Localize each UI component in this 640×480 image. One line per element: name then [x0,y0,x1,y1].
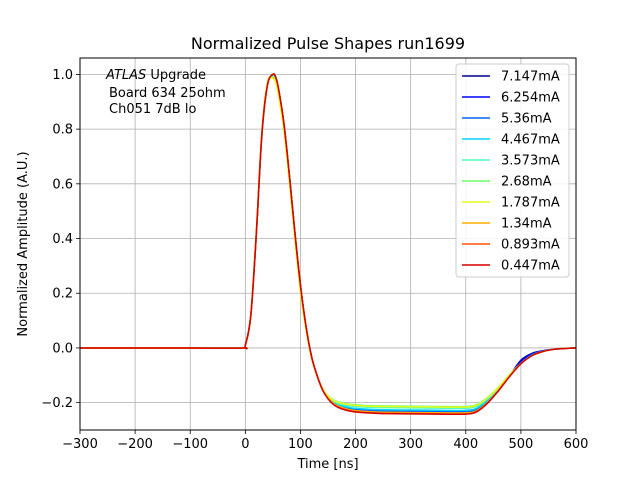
legend-label: 6.254mA [501,91,560,106]
y-tick-label: 0.2 [52,287,73,302]
legend-label: 7.147mA [501,70,560,85]
x-tick-label: −300 [62,437,98,452]
x-tick-label: 400 [453,437,478,452]
series-line-0.447mA [80,73,576,416]
annotation-atlas: ATLAS [105,68,146,83]
y-tick-label: 1.0 [52,68,73,83]
y-axis-ticks: −0.2 0.0 0.2 0.4 0.6 0.8 1.0 [41,68,80,411]
legend-label: 1.787mA [501,196,560,211]
y-tick-label: −0.2 [41,396,73,411]
x-tick-label: 200 [343,437,368,452]
legend-label: 4.467mA [501,133,560,148]
y-tick-label: 0.0 [52,341,73,356]
y-axis-label: Normalized Amplitude (A.U.) [16,151,31,336]
y-tick-label: 0.8 [52,123,73,138]
x-axis-label: Time [ns] [296,457,358,472]
chart-title: Normalized Pulse Shapes run1699 [191,34,465,53]
annotation: ATLAS Upgrade Board 634 25ohm Ch051 7dB … [105,68,226,117]
x-tick-label: 600 [564,437,589,452]
legend-label: 2.68mA [501,175,552,190]
x-tick-label: −200 [117,437,153,452]
legend-label: 0.893mA [501,238,560,253]
x-axis-ticks: −300 −200 −100 0 100 200 300 400 500 600 [62,430,588,452]
annotation-line-2: Board 634 25ohm [109,86,226,101]
x-tick-label: 100 [288,437,313,452]
x-tick-label: −100 [172,437,208,452]
annotation-line-1: ATLAS Upgrade [105,68,206,83]
legend-label: 0.447mA [501,259,560,274]
x-tick-label: 0 [241,437,249,452]
y-tick-label: 0.6 [52,177,73,192]
annotation-line-3: Ch051 7dB lo [109,102,196,117]
legend-label: 1.34mA [501,217,552,232]
y-tick-label: 0.4 [52,232,73,247]
plot-frame [79,57,577,431]
annotation-upgrade: Upgrade [146,68,206,83]
legend: 7.147mA 6.254mA 5.36mA 4.467mA 3.573mA 2.68mA… [455,63,570,278]
series-layer [80,73,576,416]
legend-label: 3.573mA [501,154,560,169]
x-tick-label: 500 [508,437,533,452]
x-tick-label: 300 [398,437,423,452]
legend-label: 5.36mA [501,112,552,127]
